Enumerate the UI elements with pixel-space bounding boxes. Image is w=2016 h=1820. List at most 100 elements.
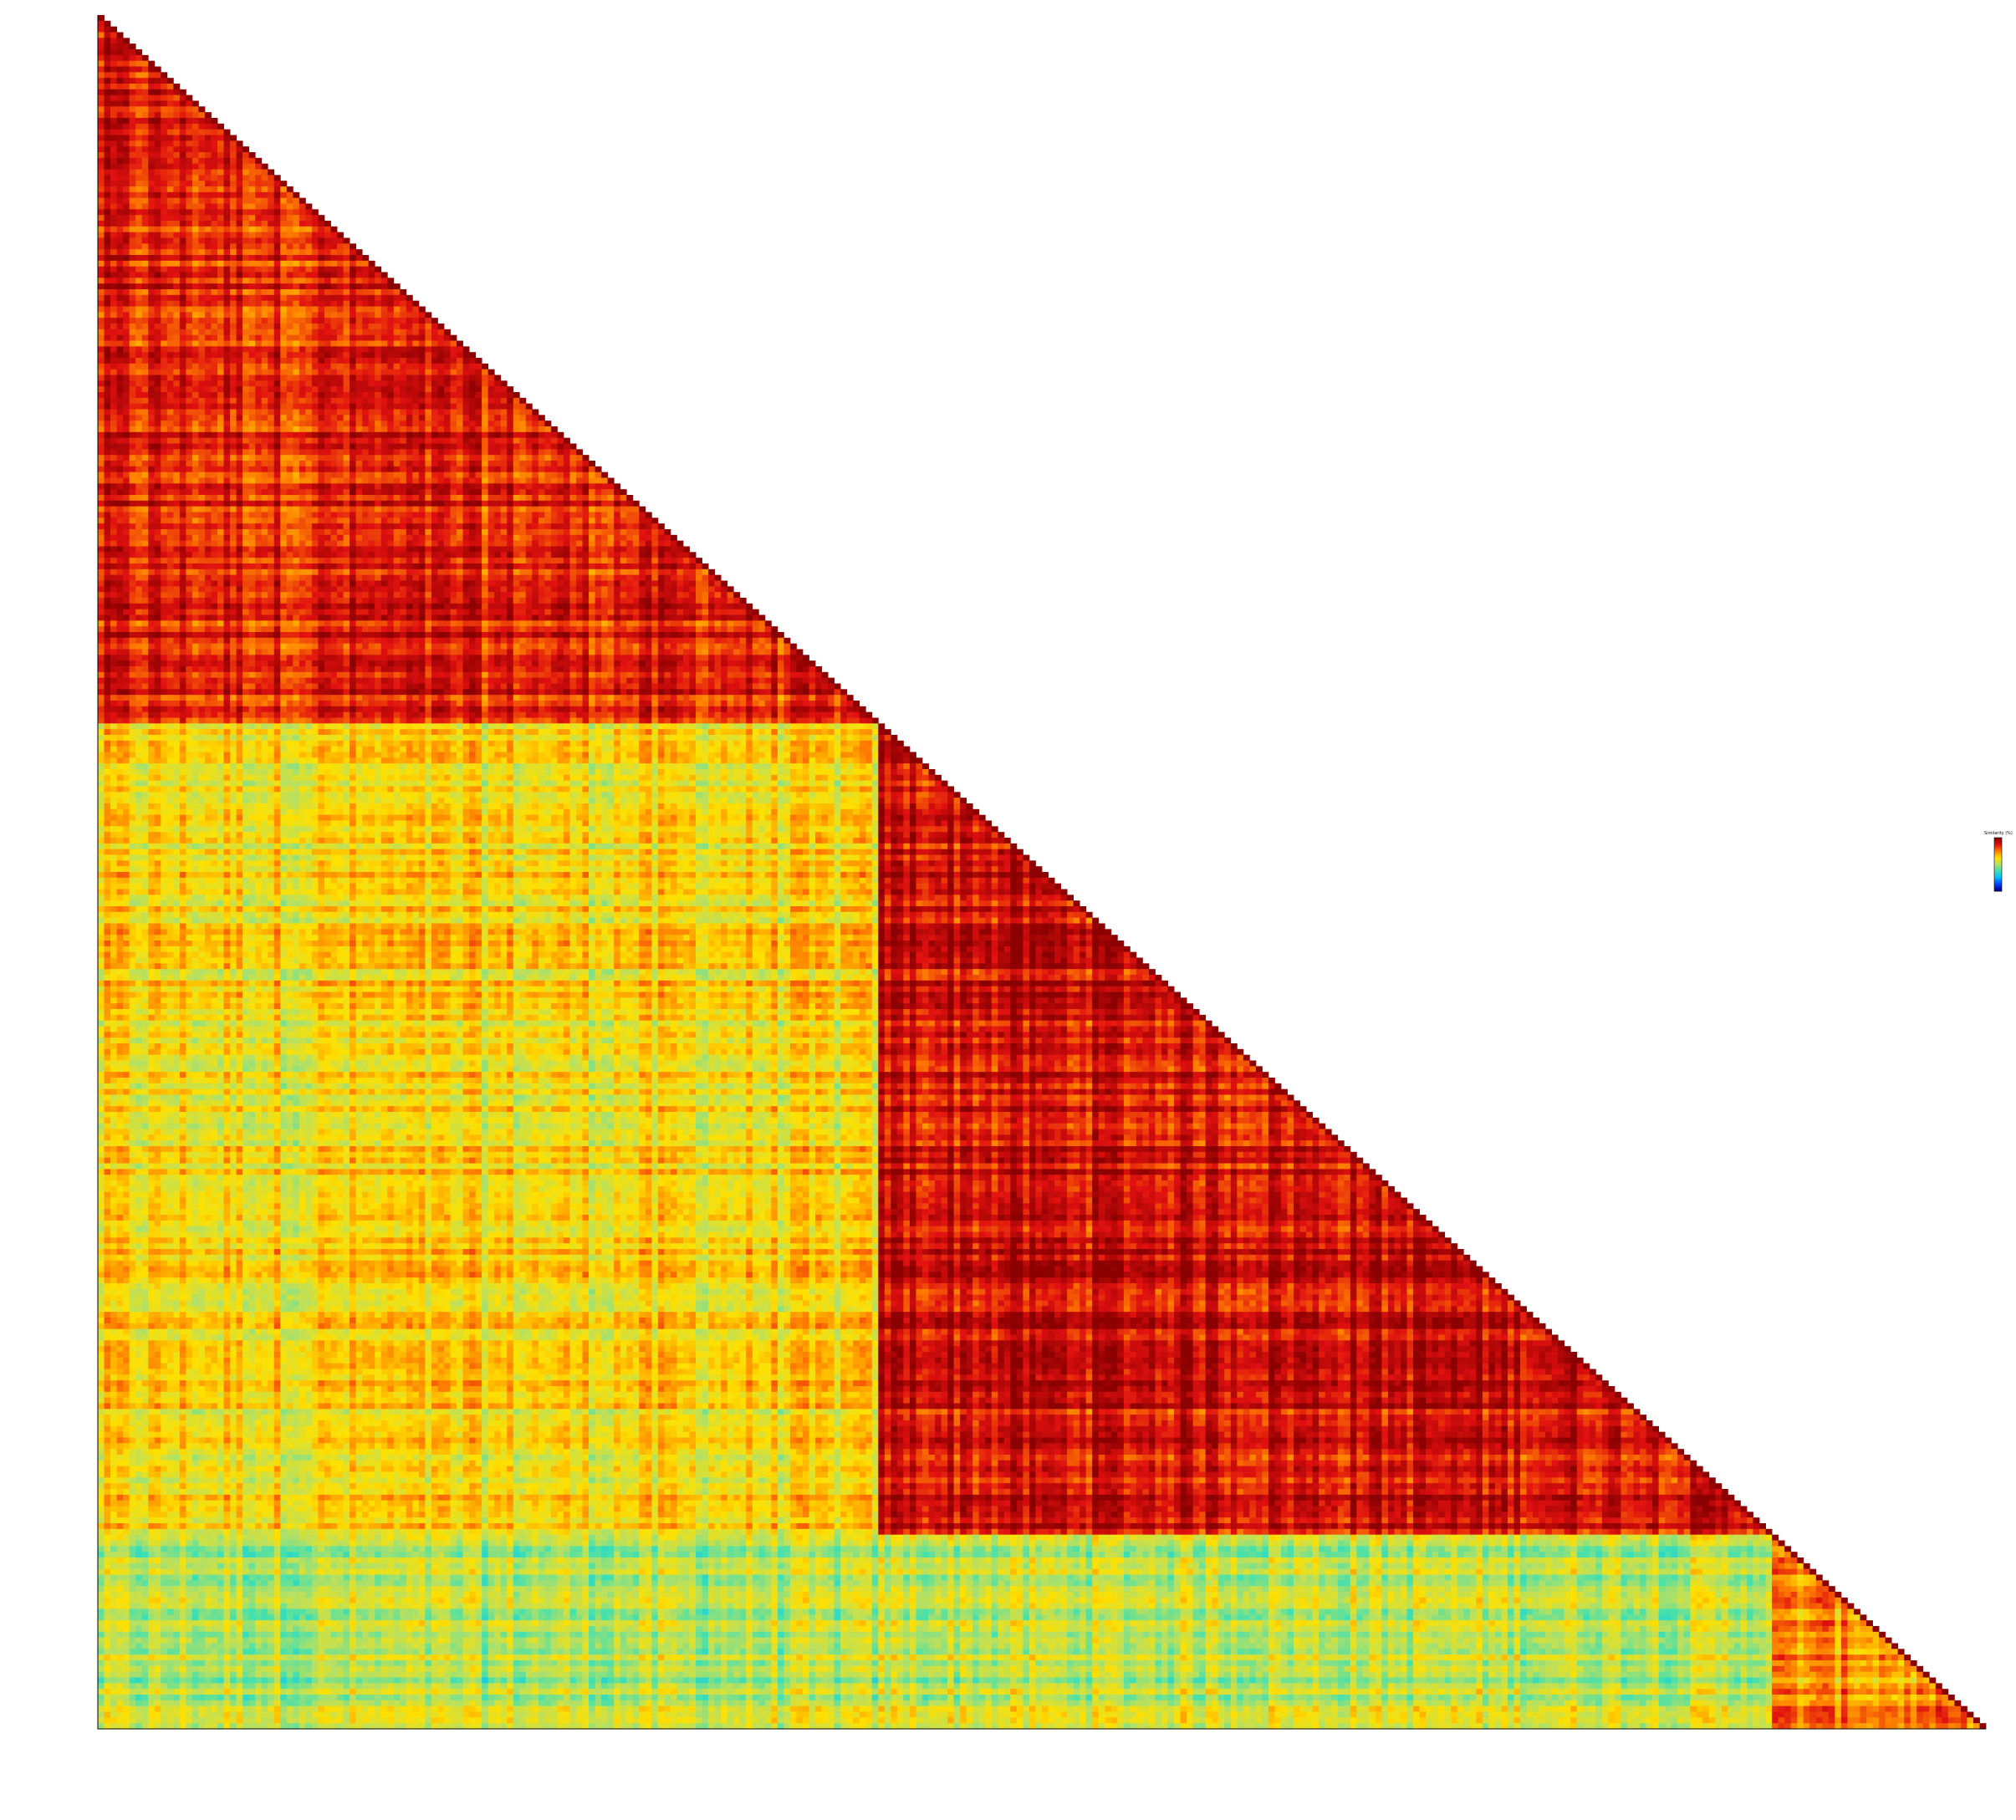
heatmap-cell	[173, 243, 180, 249]
heatmap-cell	[155, 140, 161, 146]
heatmap-cell	[305, 238, 312, 244]
heatmap-cell	[135, 301, 142, 307]
heatmap-cell	[224, 307, 231, 313]
heatmap-cell	[123, 375, 130, 381]
heatmap-cell	[110, 33, 117, 38]
heatmap-cell	[198, 170, 205, 176]
heatmap-cell	[324, 380, 331, 386]
heatmap-cell	[186, 124, 192, 130]
heatmap-cell	[135, 364, 142, 370]
heatmap-cell	[469, 375, 476, 381]
heatmap-cell	[98, 101, 105, 107]
heatmap-cell	[205, 232, 212, 238]
heatmap-cell	[167, 380, 174, 386]
heatmap-cell	[117, 243, 124, 249]
heatmap-cell	[135, 112, 142, 118]
heatmap-cell	[123, 89, 130, 95]
heatmap-cell	[255, 278, 262, 283]
heatmap-cell	[123, 232, 130, 238]
heatmap-cell	[167, 312, 174, 318]
heatmap-cell	[205, 301, 212, 307]
heatmap-cell	[110, 364, 117, 370]
heatmap-cell	[312, 380, 319, 386]
heatmap-cell	[130, 181, 136, 186]
heatmap-cell	[369, 278, 375, 283]
heatmap-cell	[180, 209, 186, 215]
heatmap-cell	[224, 398, 231, 404]
heatmap-cell	[123, 152, 130, 158]
heatmap-cell	[387, 352, 394, 358]
heatmap-cell	[117, 227, 124, 232]
heatmap-cell	[180, 204, 186, 210]
heatmap-cell	[262, 283, 268, 289]
heatmap-cell	[450, 386, 457, 392]
heatmap-cell	[211, 255, 217, 261]
heatmap-cell	[192, 175, 199, 181]
heatmap-cell	[135, 375, 142, 381]
heatmap-cell	[142, 392, 149, 398]
heatmap-cell	[155, 135, 161, 141]
heatmap-cell	[287, 318, 293, 324]
heatmap-cell	[268, 204, 274, 210]
heatmap-cell	[192, 375, 199, 381]
heatmap-cell	[237, 192, 243, 198]
heatmap-cell	[394, 346, 401, 352]
heatmap-cell	[142, 364, 149, 370]
heatmap-cell	[318, 273, 324, 278]
heatmap-cell	[381, 386, 388, 392]
heatmap-cell	[268, 192, 274, 198]
heatmap-cell	[205, 335, 212, 341]
heatmap-cell	[217, 358, 224, 364]
heatmap-cell	[130, 164, 136, 170]
heatmap-cell	[142, 61, 149, 67]
heatmap-cell	[262, 204, 268, 210]
heatmap-cell	[381, 392, 388, 398]
heatmap-cell	[142, 301, 149, 307]
heatmap-cell	[237, 398, 243, 404]
heatmap-cell	[330, 352, 337, 358]
heatmap-cell	[312, 346, 319, 352]
heatmap-cell	[255, 243, 262, 249]
heatmap-cell	[318, 312, 324, 318]
heatmap-cell	[305, 295, 312, 301]
heatmap-cell	[406, 329, 413, 335]
heatmap-cell	[142, 307, 149, 313]
heatmap-cell	[242, 380, 249, 386]
heatmap-cell	[287, 312, 293, 318]
heatmap-cell	[173, 380, 180, 386]
heatmap-cell	[130, 249, 136, 255]
heatmap-cell	[167, 370, 174, 375]
heatmap-cell	[482, 380, 488, 386]
heatmap-cell	[362, 380, 369, 386]
heatmap-cell	[148, 112, 155, 118]
heatmap-cell	[362, 307, 369, 313]
heatmap-cell	[180, 358, 186, 364]
heatmap-cell	[135, 158, 142, 164]
heatmap-cell	[274, 273, 281, 278]
heatmap-cell	[312, 358, 319, 364]
heatmap-cell	[437, 352, 444, 358]
heatmap-cell	[318, 221, 324, 227]
heatmap-cell	[167, 95, 174, 101]
heatmap-cell	[356, 295, 363, 301]
heatmap-cell	[425, 335, 431, 341]
heatmap-cell	[482, 364, 488, 370]
heatmap-cell	[324, 221, 331, 227]
heatmap-cell	[161, 386, 167, 392]
heatmap-cell	[431, 352, 438, 358]
heatmap-cell	[180, 198, 186, 204]
heatmap-cell	[280, 232, 287, 238]
heatmap-cell	[123, 140, 130, 146]
heatmap-cell	[198, 318, 205, 324]
heatmap-cell	[192, 186, 199, 192]
heatmap-cell	[344, 346, 350, 352]
heatmap-cell	[173, 106, 180, 112]
heatmap-cell	[255, 307, 262, 313]
heatmap-cell	[211, 198, 217, 204]
heatmap-cell	[148, 192, 155, 198]
heatmap-cell	[135, 283, 142, 289]
heatmap-cell	[344, 273, 350, 278]
heatmap-cell	[161, 346, 167, 352]
heatmap-cell	[167, 170, 174, 176]
heatmap-cell	[293, 267, 299, 273]
